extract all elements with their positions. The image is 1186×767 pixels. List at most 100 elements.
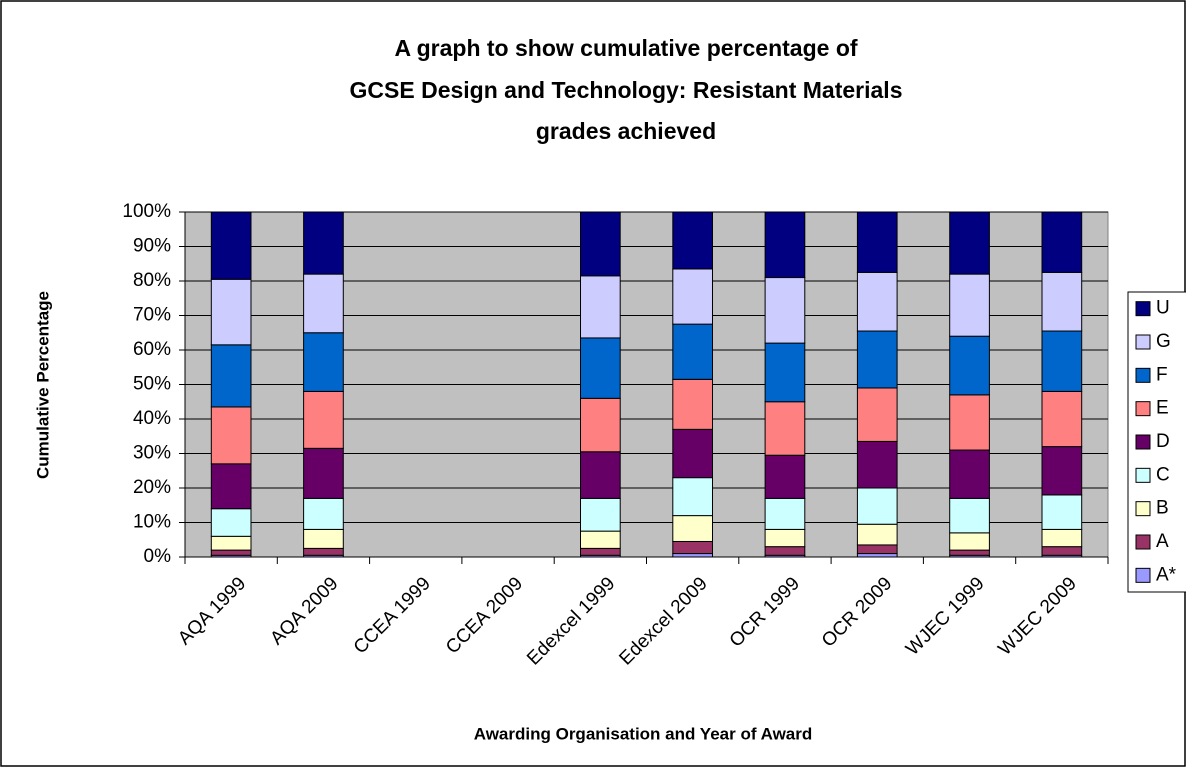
bar-segment xyxy=(580,547,621,556)
legend-swatch xyxy=(1135,467,1151,483)
bar-segment xyxy=(672,553,713,558)
bar-segment xyxy=(672,378,713,430)
y-tick-label: 0% xyxy=(144,546,172,567)
legend-swatch xyxy=(1135,434,1151,450)
bar-segment xyxy=(764,342,806,403)
bar-segment xyxy=(580,530,621,549)
bar-segment xyxy=(1041,211,1083,273)
bar-segment xyxy=(856,387,898,442)
bar-segment xyxy=(672,477,713,517)
bar-segment xyxy=(1041,446,1083,496)
bar-segment xyxy=(1041,390,1083,448)
bar-segment xyxy=(210,549,252,556)
y-tick-label: 70% xyxy=(133,305,171,326)
bar-segment xyxy=(764,211,806,279)
bar-segment xyxy=(672,268,713,325)
y-tick-label: 20% xyxy=(133,477,171,498)
bar-segment xyxy=(949,532,990,551)
bar-segment xyxy=(210,535,252,551)
bar-segment xyxy=(210,278,252,346)
legend-swatch xyxy=(1135,567,1151,583)
bar-segment xyxy=(856,544,898,555)
chart-title: A graph to show cumulative percentage of xyxy=(394,35,857,61)
chart-title: grades achieved xyxy=(536,118,716,144)
bar-segment xyxy=(210,508,252,537)
y-axis-title: Cumulative Percentage xyxy=(33,291,52,479)
bar-segment xyxy=(303,528,344,549)
y-tick-label: 30% xyxy=(133,443,171,464)
bar-segment xyxy=(764,401,806,456)
legend-label: A xyxy=(1156,531,1169,552)
legend-label: C xyxy=(1156,464,1170,485)
bar-segment xyxy=(1041,330,1083,392)
bar-segment xyxy=(580,397,621,453)
bar-segment xyxy=(949,549,990,556)
bar-segment xyxy=(303,497,344,530)
bar-segment xyxy=(764,497,806,530)
y-tick-label: 90% xyxy=(133,236,171,257)
y-tick-label: 10% xyxy=(133,512,171,533)
bar-segment xyxy=(303,390,344,449)
y-tick-label: 40% xyxy=(133,408,171,429)
bar-segment xyxy=(856,553,898,558)
bar-segment xyxy=(672,428,713,479)
bar-segment xyxy=(303,547,344,556)
legend-label: D xyxy=(1156,431,1170,452)
bar-segment xyxy=(949,335,990,396)
bar-segment xyxy=(856,211,898,273)
bar-segment xyxy=(1041,528,1083,548)
bar-segment xyxy=(949,394,990,451)
bar-segment xyxy=(303,211,344,275)
legend-swatch xyxy=(1135,301,1151,317)
bar-segment xyxy=(303,273,344,334)
bar-segment xyxy=(580,497,621,532)
bar-segment xyxy=(210,211,252,280)
y-tick-label: 100% xyxy=(122,201,171,222)
bar-segment xyxy=(672,515,713,542)
legend-label: E xyxy=(1156,398,1169,419)
bar-segment xyxy=(949,497,990,534)
bar-segment xyxy=(949,449,990,499)
bar-segment xyxy=(856,271,898,332)
bar-segment xyxy=(672,211,713,270)
bar-segment xyxy=(856,440,898,489)
bar-segment xyxy=(949,211,990,275)
bar-segment xyxy=(1041,271,1083,332)
bar-segment xyxy=(580,337,621,399)
bar-segment xyxy=(580,451,621,499)
legend-swatch xyxy=(1135,367,1151,383)
bar-segment xyxy=(856,487,898,525)
bar-segment xyxy=(672,540,713,555)
y-tick-label: 60% xyxy=(133,339,171,360)
chart-title: GCSE Design and Technology: Resistant Ma… xyxy=(350,77,903,103)
x-axis-title: Awarding Organisation and Year of Award xyxy=(474,724,813,743)
bar-segment xyxy=(764,277,806,344)
bar-segment xyxy=(580,211,621,277)
bar-segment xyxy=(764,528,806,548)
legend-label: U xyxy=(1156,298,1170,319)
legend-label: B xyxy=(1156,498,1169,519)
bar-segment xyxy=(856,330,898,389)
legend-swatch xyxy=(1135,501,1151,517)
bar-segment xyxy=(764,546,806,556)
bar-segment xyxy=(580,275,621,339)
legend-swatch xyxy=(1135,534,1151,550)
bar-segment xyxy=(764,454,806,499)
legend-swatch xyxy=(1135,334,1151,350)
y-tick-label: 50% xyxy=(133,374,171,395)
bar-segment xyxy=(672,323,713,380)
bar-segment xyxy=(303,447,344,499)
legend-swatch xyxy=(1135,401,1151,417)
bar-segment xyxy=(210,406,252,465)
bar-segment xyxy=(303,332,344,392)
bar-segment xyxy=(1041,546,1083,556)
legend-label: A* xyxy=(1156,564,1177,585)
y-tick-label: 80% xyxy=(133,270,171,291)
bar-segment xyxy=(210,463,252,510)
bar-segment xyxy=(1041,494,1083,530)
bar-segment xyxy=(210,344,252,408)
bar-segment xyxy=(856,523,898,546)
legend-label: G xyxy=(1156,331,1171,352)
legend-label: F xyxy=(1156,364,1168,385)
